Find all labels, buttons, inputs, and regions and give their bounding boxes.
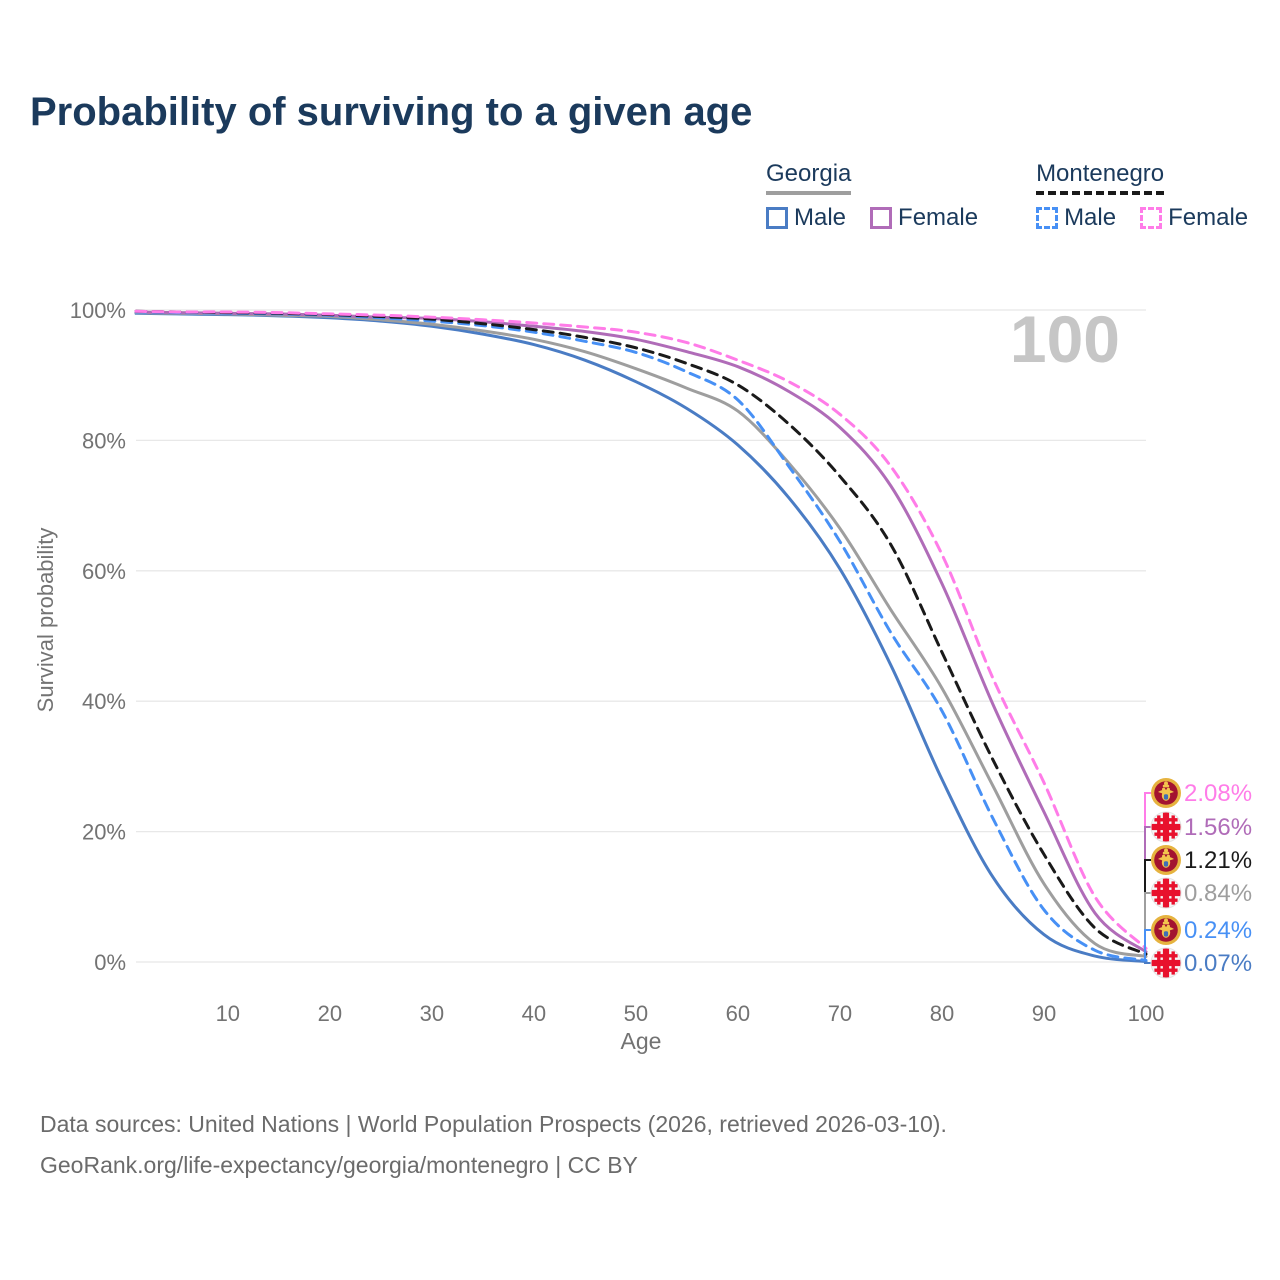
x-axis-title: Age xyxy=(621,1028,662,1054)
end-value-label: 2.08% xyxy=(1184,780,1252,807)
x-tick-label: 90 xyxy=(1032,1001,1056,1026)
montenegro-female-swatch-icon xyxy=(1140,207,1163,229)
page-title: Probability of surviving to a given age xyxy=(30,90,753,134)
end-value-label: 1.21% xyxy=(1184,847,1252,874)
series-montenegro-female xyxy=(134,309,1148,950)
y-tick-label: 0% xyxy=(94,950,126,975)
georgia-flag-icon xyxy=(1150,811,1182,843)
legend-item-montenegro-male: Male xyxy=(1036,204,1116,232)
montenegro-flag-icon xyxy=(1151,778,1181,808)
end-value-label: 1.56% xyxy=(1184,814,1252,841)
series-montenegro-male xyxy=(134,310,1148,962)
legend-item-label: Male xyxy=(794,204,847,231)
montenegro-flag-icon xyxy=(1151,845,1181,875)
x-tick-label: 10 xyxy=(216,1001,240,1026)
georgia-male-swatch-icon xyxy=(766,207,788,229)
series-georgia-both xyxy=(134,311,1148,958)
end-label-connector xyxy=(1144,961,1151,964)
x-tick-label: 80 xyxy=(930,1001,954,1026)
x-tick-label: 50 xyxy=(624,1001,648,1026)
y-tick-label: 40% xyxy=(82,689,126,714)
x-tick-label: 30 xyxy=(420,1001,444,1026)
legend-group-montenegro: Montenegro Male Female xyxy=(1036,160,1248,232)
legend-heading-montenegro: Montenegro xyxy=(1036,160,1165,195)
attribution-line: GeoRank.org/life-expectancy/georgia/mont… xyxy=(40,1152,638,1178)
end-value-label: 0.07% xyxy=(1184,950,1252,977)
series-georgia-male xyxy=(134,311,1148,963)
x-tick-label: 20 xyxy=(318,1001,342,1026)
x-tick-label: 70 xyxy=(828,1001,852,1026)
x-tick-label: 100 xyxy=(1128,1001,1165,1026)
legend-heading-georgia: Georgia xyxy=(766,160,852,195)
chart-legend: Georgia Male Female Montenegro Male xyxy=(766,160,1248,232)
georgia-flag-icon xyxy=(1150,947,1182,979)
legend-item-montenegro-female: Female xyxy=(1140,204,1248,232)
data-source-line: Data sources: United Nations | World Pop… xyxy=(40,1111,947,1137)
end-value-label: 0.24% xyxy=(1184,917,1252,944)
y-tick-label: 60% xyxy=(82,559,126,584)
y-tick-label: 100% xyxy=(70,298,126,323)
legend-group-georgia: Georgia Male Female xyxy=(766,160,978,232)
legend-item-label: Female xyxy=(898,204,979,231)
end-value-label: 0.84% xyxy=(1184,880,1252,907)
x-tick-label: 40 xyxy=(522,1001,546,1026)
legend-item-georgia-female: Female xyxy=(870,204,978,232)
legend-item-label: Male xyxy=(1064,204,1117,231)
georgia-female-swatch-icon xyxy=(870,207,893,229)
watermark-age-100: 100 xyxy=(1010,302,1120,376)
end-label-connector xyxy=(1144,929,1151,961)
legend-item-label: Female xyxy=(1168,204,1249,231)
y-tick-label: 80% xyxy=(82,428,126,453)
montenegro-flag-icon xyxy=(1151,915,1181,945)
y-axis-title: Survival probability xyxy=(33,527,58,713)
georgia-flag-icon xyxy=(1150,877,1182,909)
footer: Data sources: United Nations | World Pop… xyxy=(40,1104,947,1186)
y-tick-label: 20% xyxy=(82,820,126,845)
series-georgia-female xyxy=(134,310,1148,954)
legend-item-georgia-male: Male xyxy=(766,204,846,232)
x-tick-label: 60 xyxy=(726,1001,750,1026)
series-montenegro-both xyxy=(134,309,1148,956)
montenegro-male-swatch-icon xyxy=(1036,207,1059,229)
